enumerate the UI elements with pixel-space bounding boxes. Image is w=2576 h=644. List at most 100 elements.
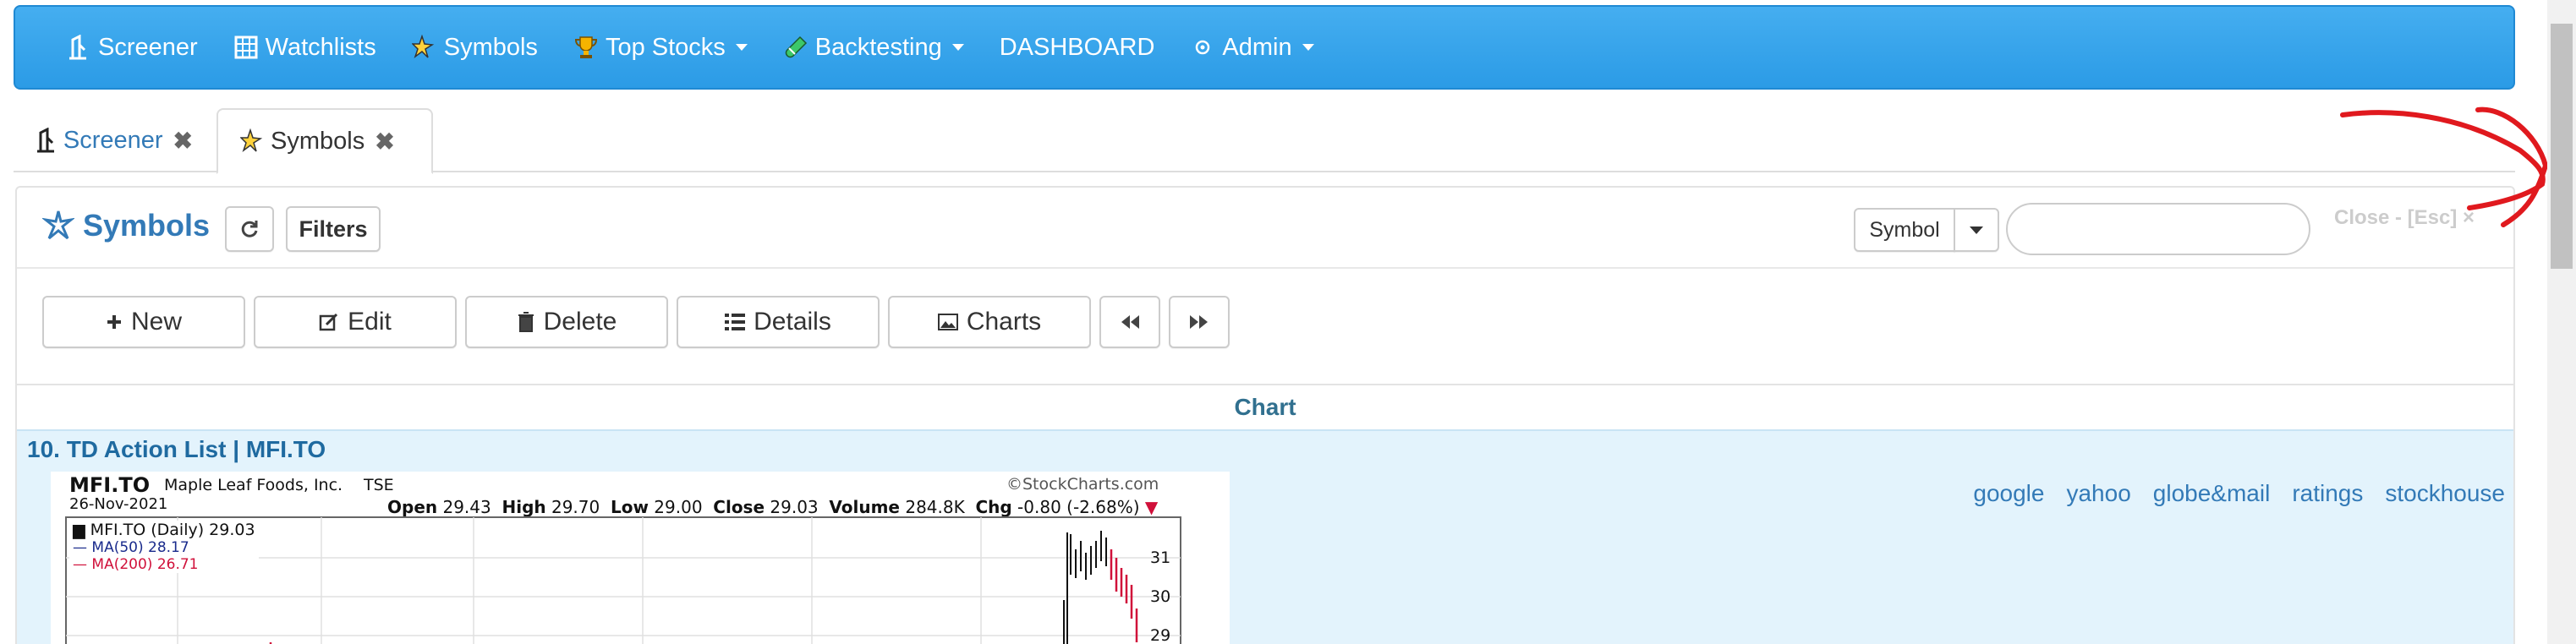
legend-ma200-text: MA(200) 26.71: [91, 556, 199, 573]
nav-watchlists[interactable]: Watchlists: [233, 34, 376, 62]
previous-button[interactable]: [1099, 296, 1160, 348]
link-stockhouse[interactable]: stockhouse: [2385, 480, 2505, 506]
chevron-down-icon: [951, 44, 964, 51]
volume-value: 284.8K: [905, 497, 965, 517]
edit-icon: [319, 312, 339, 332]
axis-tick: 30: [1150, 587, 1170, 606]
nav-label: Admin: [1222, 33, 1292, 61]
page-title: Symbols: [42, 208, 210, 243]
trash-icon: [517, 311, 535, 333]
symbol-select-toggle[interactable]: [1954, 208, 1999, 252]
nav-dashboard[interactable]: DASHBOARD: [1000, 34, 1155, 62]
screener-icon: [36, 127, 58, 154]
backward-icon: [1121, 315, 1139, 329]
symbols-sparkle-icon: [240, 128, 266, 155]
panel-header: Symbols Filters Symbol Close - [Esc] ×: [17, 188, 2513, 269]
low-label: Low: [610, 497, 649, 517]
chart-watermark: ©StockCharts.com: [1006, 475, 1159, 494]
nav-label: DASHBOARD: [999, 33, 1155, 61]
close-icon: ×: [2463, 206, 2475, 229]
close-icon[interactable]: ✖: [173, 127, 193, 154]
close-esc-link[interactable]: Close - [Esc] ×: [2334, 206, 2475, 230]
close-value: 29.03: [770, 497, 819, 517]
chart-date: 26-Nov-2021: [69, 495, 168, 513]
chg-label: Chg: [975, 497, 1012, 517]
close-label: Close: [713, 497, 765, 517]
next-button[interactable]: [1169, 296, 1230, 348]
axis-tick: 31: [1150, 548, 1170, 567]
chevron-down-icon: [1302, 44, 1314, 51]
new-button[interactable]: New: [42, 296, 245, 348]
nav-admin[interactable]: Admin: [1190, 33, 1314, 62]
link-ratings[interactable]: ratings: [2292, 480, 2364, 506]
nav-symbols[interactable]: Symbols: [411, 33, 538, 62]
edit-button[interactable]: Edit: [254, 296, 457, 348]
action-list-title[interactable]: 10. TD Action List | MFI.TO: [27, 436, 326, 462]
nav-label: Backtesting: [814, 33, 942, 61]
volume-label: Volume: [829, 497, 900, 517]
search-input[interactable]: [2006, 203, 2310, 255]
link-google[interactable]: google: [1973, 480, 2045, 506]
gear-icon: [1190, 35, 1215, 60]
scrollbar-thumb[interactable]: [2551, 24, 2573, 269]
legend-main-text: MFI.TO (Daily) 29.03: [90, 521, 255, 539]
edit-button-label: Edit: [348, 308, 392, 336]
nav-label: Watchlists: [265, 33, 376, 61]
vertical-scrollbar[interactable]: [2547, 0, 2576, 644]
legend-main: ▆ MFI.TO (Daily) 29.03: [73, 521, 255, 539]
stock-chart-image[interactable]: MFI.TO Maple Leaf Foods, Inc. TSE 26-Nov…: [51, 472, 1230, 644]
nav-label: Top Stocks: [605, 33, 726, 61]
watchlist-grid-icon: [233, 35, 259, 60]
open-label: Open: [387, 497, 438, 517]
charts-button[interactable]: Charts: [888, 296, 1091, 348]
chart-section-header: Chart: [17, 384, 2513, 429]
nav-label: Screener: [98, 33, 198, 61]
candle-icon: ▆: [73, 521, 85, 539]
symbols-panel: Symbols Filters Symbol Close - [Esc] × N…: [15, 186, 2515, 644]
legend-ma50-text: MA(50) 28.17: [91, 539, 189, 556]
nav-backtesting[interactable]: Backtesting: [783, 34, 964, 62]
tab-screener[interactable]: Screener ✖: [14, 108, 215, 172]
caret-down-icon: [1970, 226, 1983, 234]
delete-button[interactable]: Delete: [465, 296, 668, 348]
trophy-icon: [573, 35, 599, 60]
annotation-arrow-icon: [2340, 106, 2549, 227]
tab-bar: Screener ✖ Symbols ✖: [14, 108, 2515, 174]
link-yahoo[interactable]: yahoo: [2066, 480, 2131, 506]
chart-exchange: TSE: [364, 476, 394, 494]
tab-label: Screener: [63, 126, 163, 154]
nav-screener[interactable]: Screener: [66, 34, 198, 62]
screener-icon: [66, 35, 91, 60]
filters-button[interactable]: Filters: [286, 206, 381, 252]
new-button-label: New: [130, 308, 182, 336]
refresh-button[interactable]: [225, 206, 274, 252]
chart-legend: ▆ MFI.TO (Daily) 29.03 — MA(50) 28.17 — …: [69, 521, 259, 573]
chart-section-body: 10. TD Action List | MFI.TO google yahoo…: [17, 429, 2513, 644]
low-value: 29.00: [654, 497, 703, 517]
open-value: 29.43: [442, 497, 491, 517]
delete-button-label: Delete: [543, 308, 617, 336]
nav-label: Symbols: [443, 33, 538, 61]
tab-symbols[interactable]: Symbols ✖: [216, 108, 433, 174]
close-esc-label: Close - [Esc]: [2334, 206, 2458, 229]
down-arrow-icon: ▼: [1144, 497, 1159, 517]
high-value: 29.70: [551, 497, 600, 517]
axis-tick: 29: [1150, 626, 1170, 644]
image-icon: [937, 314, 958, 330]
charts-button-label: Charts: [966, 308, 1042, 336]
nav-top-stocks[interactable]: Top Stocks: [573, 34, 748, 62]
chevron-down-icon: [735, 44, 748, 51]
details-button[interactable]: Details: [677, 296, 880, 348]
chart-symbol: MFI.TO: [69, 473, 151, 497]
plus-icon: [106, 314, 123, 330]
chg-value: -0.80 (-2.68%): [1017, 497, 1140, 517]
link-globe-mail[interactable]: globe&mail: [2152, 480, 2271, 506]
close-icon[interactable]: ✖: [375, 128, 395, 155]
symbol-field-select[interactable]: Symbol: [1854, 208, 1955, 252]
list-icon: [725, 313, 746, 331]
page-title-text: Symbols: [83, 208, 211, 243]
legend-ma200: — MA(200) 26.71: [73, 556, 199, 573]
refresh-icon: [241, 221, 258, 237]
test-tube-icon: [783, 35, 808, 60]
